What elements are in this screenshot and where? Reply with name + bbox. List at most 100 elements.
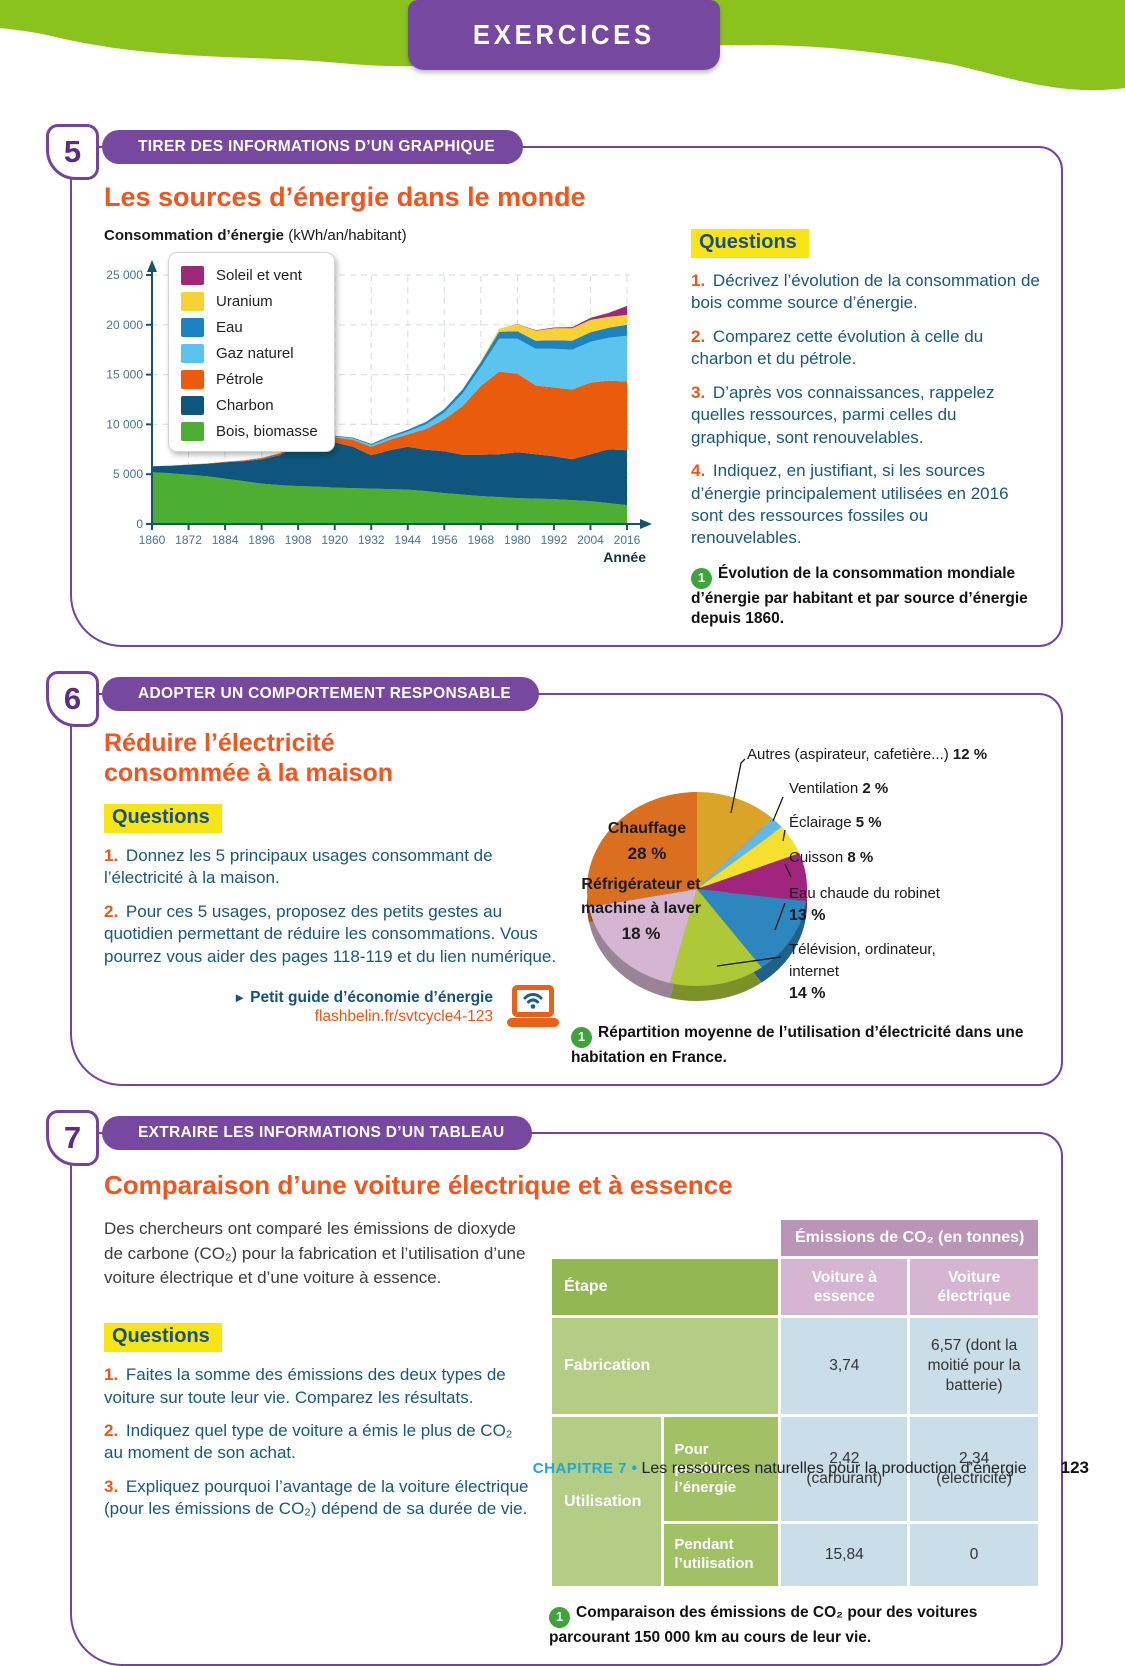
pie-label: Réfrigérateur et [581,876,701,893]
pie-percentage: 14 % [789,985,825,1002]
exercise-7-skill: EXTRAIRE LES INFORMATIONS D’UN TABLEAU [102,1116,533,1151]
table-header-electrique: Voiture électrique [910,1259,1038,1316]
exercise-7-number: 7 [46,1110,99,1167]
pie-label: Chauffage [608,820,686,837]
legend-swatch [181,265,204,285]
exercise-7-title: Comparaison d’une voiture électrique et … [104,1170,733,1201]
table-substage: Pendant l’utilisation [664,1524,779,1587]
svg-text:5 000: 5 000 [113,467,143,481]
question-item: 2. Pour ces 5 usages, proposez des petit… [104,901,557,966]
question-number: 1. [104,1365,119,1385]
link-url[interactable]: flashbelin.fr/svtcycle4-123 [314,1008,493,1026]
pie-percentage: 18 % [622,924,661,943]
svg-text:25 000: 25 000 [106,268,143,282]
table-stage-fabrication: Fabrication [552,1318,779,1415]
legend-entry: Eau [181,314,318,340]
svg-text:1872: 1872 [175,533,202,547]
table-header-essence: Voiture à essence [781,1259,908,1316]
exercise-5-card: 5 TIRER DES INFORMATIONS D’UN GRAPHIQUE … [46,124,1063,648]
co2-emissions-table: Émissions de CO₂ (en tonnes) Étape Voiture… [549,1217,1041,1589]
questions-heading: Questions [691,229,809,258]
figure-caption: 1 Répartition moyenne de l’utilisation d’… [571,1024,1024,1066]
question-item: 1. Décrivez l’évolution de la consommati… [691,271,1040,313]
questions-heading: Questions [104,804,222,834]
svg-text:15 000: 15 000 [106,368,143,382]
legend-swatch [181,369,204,389]
exercise-6: 6 ADOPTER UN COMPORTEMENT RESPONSABLE Ré… [46,671,1063,1087]
svg-text:Année: Année [603,549,646,565]
pie-label: Télévision, ordinateur, [789,941,936,958]
legend-label: Gaz naturel [216,344,294,362]
caption-number-badge: 1 [549,1607,570,1629]
pie-label: Ventilation 2 % [789,780,888,797]
legend-label: Charbon [216,396,274,414]
questions-heading: Questions [104,1323,222,1353]
table-value: 3,74 [781,1318,908,1415]
exercise-6-number: 6 [46,671,99,728]
pie-label: Cuisson 8 % [789,849,873,866]
legend-label: Uranium [216,292,273,310]
exercise-7-intro: Des chercheurs ont comparé les émissions… [104,1219,526,1288]
svg-text:1944: 1944 [394,533,421,547]
table-header-etape: Étape [552,1259,779,1316]
table-spacer [552,1220,778,1256]
electricity-usage-pie-chart: Autres (aspirateur, cafetière...) 12 % Ve… [571,729,1041,1021]
question-item: 2. Comparez cette évolution à celle du c… [691,326,984,369]
page-banner: EXERCICES [0,0,1125,100]
question-number: 1. [104,846,119,866]
legend-label: Soleil et vent [216,266,302,284]
legend-entry: Soleil et vent [181,262,318,288]
exercise-7: 7 EXTRAIRE LES INFORMATIONS D’UN TABLEAU… [46,1110,1063,1666]
svg-text:1968: 1968 [467,533,494,547]
table-value: 15,84 [781,1524,908,1587]
figure-caption: 1 Évolution de la consommation mondiale d… [691,564,1028,627]
legend-entry: Uranium [181,288,318,314]
legend-label: Bois, biomasse [216,422,318,440]
page-title: EXERCICES [472,19,655,50]
digital-link[interactable]: ► Petit guide d’économie d’énergie flashb… [104,984,561,1030]
page-number: 123 [1060,1458,1089,1477]
legend-entry: Pétrole [181,366,318,392]
exercise-5-number: 5 [46,124,99,180]
pie-label: machine à laver [581,900,701,917]
svg-text:1860: 1860 [139,533,166,547]
question-item: 3. D’après vos connaissances, rappelez q… [691,382,995,447]
chapter-reference: CHAPITRE 7 • Les ressources naturelles p… [532,1460,1027,1477]
svg-text:1920: 1920 [321,533,348,547]
svg-text:1956: 1956 [431,533,458,547]
pie-percentage: 13 % [789,907,825,924]
legend-label: Eau [216,318,243,336]
link-label[interactable]: ► Petit guide d’économie d’énergie [233,988,493,1006]
exercise-5: 5 TIRER DES INFORMATIONS D’UN GRAPHIQUE … [46,124,1063,648]
exercise-6-title: Réduire l’électricité consommée à la mai… [104,729,394,787]
laptop-wifi-icon [507,985,559,1028]
question-number: 2. [691,326,706,346]
question-item: 3. Expliquez pourquoi l’avantage de la v… [104,1476,529,1519]
legend-label: Pétrole [216,370,264,388]
questions-list: 1. Donnez les 5 principaux usages consom… [104,845,561,968]
exercise-7-card: 7 EXTRAIRE LES INFORMATIONS D’UN TABLEAU… [46,1110,1063,1666]
svg-text:0: 0 [136,517,143,531]
question-item: 1. Donnez les 5 principaux usages consom… [104,846,493,888]
exercise-6-skill: ADOPTER UN COMPORTEMENT RESPONSABLE [102,677,540,712]
exercises-banner-tab: EXERCICES [408,0,720,70]
svg-text:1908: 1908 [285,533,312,547]
exercise-5-title: Les sources d’énergie dans le monde [104,182,586,212]
svg-text:2016: 2016 [614,533,641,547]
caption-number-badge: 1 [691,567,712,589]
svg-text:1932: 1932 [358,533,385,547]
question-number: 4. [691,461,706,481]
svg-text:1884: 1884 [212,533,239,547]
legend-swatch [181,395,204,415]
caption-number-badge: 1 [571,1027,592,1048]
svg-text:20 000: 20 000 [106,318,143,332]
legend-entry: Charbon [181,392,318,418]
energy-consumption-chart: Consommation d’énergie (kWh/an/habitant)… [90,227,675,629]
svg-text:2004: 2004 [577,533,604,547]
svg-text:1992: 1992 [541,533,568,547]
pie-label: Eau chaude du robinet [789,885,941,902]
table-value: 6,57 (dont la moitié pour la batterie) [910,1318,1038,1415]
pie-percentage: 28 % [628,844,667,863]
table-value: 0 [910,1524,1038,1587]
